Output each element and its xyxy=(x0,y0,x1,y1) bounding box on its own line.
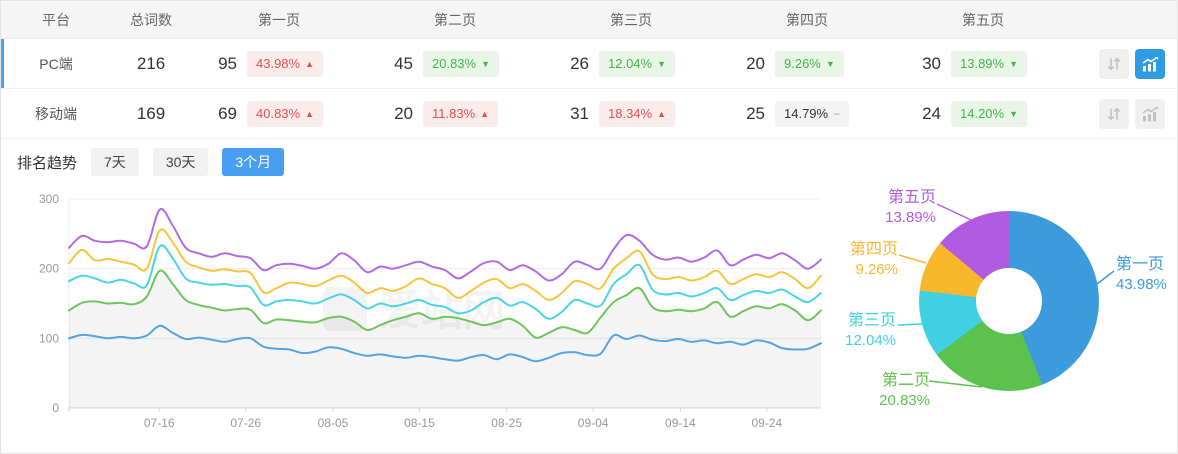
svg-text:0: 0 xyxy=(52,401,59,415)
donut-label-page2: 第二页 20.83% xyxy=(879,372,930,409)
page4-cell: 25 14.79% − xyxy=(719,100,895,127)
page-count: 26 xyxy=(570,53,589,73)
trend-arrow-icon: ▼ xyxy=(825,58,835,69)
pct-badge: 43.98% ▲ xyxy=(247,50,324,77)
column-header-total-words: 总词数 xyxy=(130,11,172,28)
sort-arrows-icon xyxy=(1107,57,1121,70)
column-header-platform: 平台 xyxy=(42,11,70,28)
trend-arrow-icon: ▼ xyxy=(657,58,667,69)
pct-badge: 11.83% ▲ xyxy=(423,100,499,127)
table-row-pc[interactable]: PC端 216 95 43.98% ▲ 45 20.83% ▼ 26 12.04% ▼… xyxy=(1,39,1177,89)
trend-arrow-icon: − xyxy=(833,106,841,121)
page-distribution-donut-chart: 第一页 43.98% 第二页 20.83% 第三页 12.04% 第四页 9.2… xyxy=(832,185,1177,447)
page5-cell: 24 14.20% ▼ xyxy=(895,100,1071,127)
page-count: 31 xyxy=(570,103,589,123)
svg-text:300: 300 xyxy=(39,192,59,206)
table-row-mobile[interactable]: 移动端 169 69 40.83% ▲ 20 11.83% ▲ 31 18.34% ▲… xyxy=(1,89,1177,139)
column-header-page2: 第二页 xyxy=(434,11,476,28)
column-header-page3: 第三页 xyxy=(610,11,652,28)
pct-badge: 14.20% ▼ xyxy=(951,100,1028,127)
total-words-cell: 169 xyxy=(136,103,166,123)
donut-hole xyxy=(976,268,1042,334)
donut-label-page1: 第一页 43.98% xyxy=(1116,256,1167,293)
pct-badge: 40.83% ▲ xyxy=(247,100,324,127)
svg-text:07-16: 07-16 xyxy=(144,416,175,430)
page-count: 45 xyxy=(394,53,413,73)
page-count: 20 xyxy=(746,53,765,73)
svg-text:09-04: 09-04 xyxy=(578,416,609,430)
trend-tab-bar: 排名趋势 7天 30天 3个月 xyxy=(1,139,1177,185)
trend-arrow-icon: ▼ xyxy=(481,58,491,69)
page1-cell: 95 43.98% ▲ xyxy=(191,50,367,77)
rank-trend-line-chart[interactable]: 07-16 07-26 08-05 08-15 08-25 09-04 09-14 09-24… xyxy=(23,185,831,447)
svg-text:08-15: 08-15 xyxy=(404,416,435,430)
sort-arrows-icon xyxy=(1107,107,1121,120)
pct-badge: 20.83% ▼ xyxy=(423,50,500,77)
svg-text:200: 200 xyxy=(39,262,59,276)
page-count: 25 xyxy=(746,103,765,123)
page2-cell: 20 11.83% ▲ xyxy=(367,100,543,127)
tab-3months[interactable]: 3个月 xyxy=(222,148,285,176)
pct-badge: 9.26% ▼ xyxy=(775,50,844,77)
sort-button[interactable] xyxy=(1099,48,1129,79)
charts-area: 07-16 07-26 08-05 08-15 08-25 09-04 09-14 09-24… xyxy=(1,185,1177,453)
pct-badge: 13.89% ▼ xyxy=(951,50,1028,77)
page-count: 30 xyxy=(922,53,941,73)
svg-text:爱站网: 爱站网 xyxy=(379,287,505,334)
tab-30days[interactable]: 30天 xyxy=(152,148,209,176)
svg-text:09-14: 09-14 xyxy=(665,416,696,430)
page3-cell: 26 12.04% ▼ xyxy=(543,50,719,77)
row-actions xyxy=(1071,48,1177,79)
trend-section-title: 排名趋势 xyxy=(17,154,78,172)
column-header-page5: 第五页 xyxy=(962,11,1004,28)
page3-cell: 31 18.34% ▲ xyxy=(543,100,719,127)
pct-badge: 12.04% ▼ xyxy=(599,50,676,77)
page5-cell: 30 13.89% ▼ xyxy=(895,50,1071,77)
total-words-cell: 216 xyxy=(136,53,166,73)
svg-text:08-25: 08-25 xyxy=(491,416,522,430)
trend-arrow-icon: ▲ xyxy=(305,58,315,69)
table-header: 平台 总词数 第一页 第二页 第三页 第四页 第五页 xyxy=(1,1,1177,39)
platform-cell: PC端 xyxy=(39,55,73,72)
page2-cell: 45 20.83% ▼ xyxy=(367,50,543,77)
svg-text:08-05: 08-05 xyxy=(318,416,349,430)
trend-chart-button[interactable] xyxy=(1135,98,1165,129)
sort-button[interactable] xyxy=(1099,98,1129,129)
row-actions xyxy=(1071,98,1177,129)
svg-text:07-26: 07-26 xyxy=(230,416,261,430)
trend-chart-icon xyxy=(1142,106,1158,121)
donut-label-page4: 第四页 9.26% xyxy=(849,241,898,278)
pct-badge: 14.79% − xyxy=(775,100,850,127)
donut-leader-lines xyxy=(897,203,1115,388)
page-count: 95 xyxy=(218,53,237,73)
svg-text:09-24: 09-24 xyxy=(752,416,783,430)
trend-arrow-icon: ▼ xyxy=(1009,108,1019,119)
trend-arrow-icon: ▲ xyxy=(305,108,315,119)
donut-label-page5: 第五页 13.89% xyxy=(885,189,936,226)
trend-chart-icon xyxy=(1142,56,1158,71)
pct-badge: 18.34% ▲ xyxy=(599,100,676,127)
svg-text:100: 100 xyxy=(39,331,59,345)
column-header-page1: 第一页 xyxy=(258,11,300,28)
platform-cell: 移动端 xyxy=(35,105,77,122)
column-header-page4: 第四页 xyxy=(786,11,828,28)
trend-arrow-icon: ▲ xyxy=(480,108,490,119)
donut-label-page3: 第三页 12.04% xyxy=(845,312,896,349)
tab-7days[interactable]: 7天 xyxy=(91,148,139,176)
page-count: 69 xyxy=(218,103,237,123)
page-count: 20 xyxy=(394,103,413,123)
trend-arrow-icon: ▼ xyxy=(1009,58,1019,69)
page-count: 24 xyxy=(922,103,941,123)
trend-arrow-icon: ▲ xyxy=(657,108,667,119)
page4-cell: 20 9.26% ▼ xyxy=(719,50,895,77)
page1-cell: 69 40.83% ▲ xyxy=(191,100,367,127)
trend-chart-button[interactable] xyxy=(1135,48,1165,79)
